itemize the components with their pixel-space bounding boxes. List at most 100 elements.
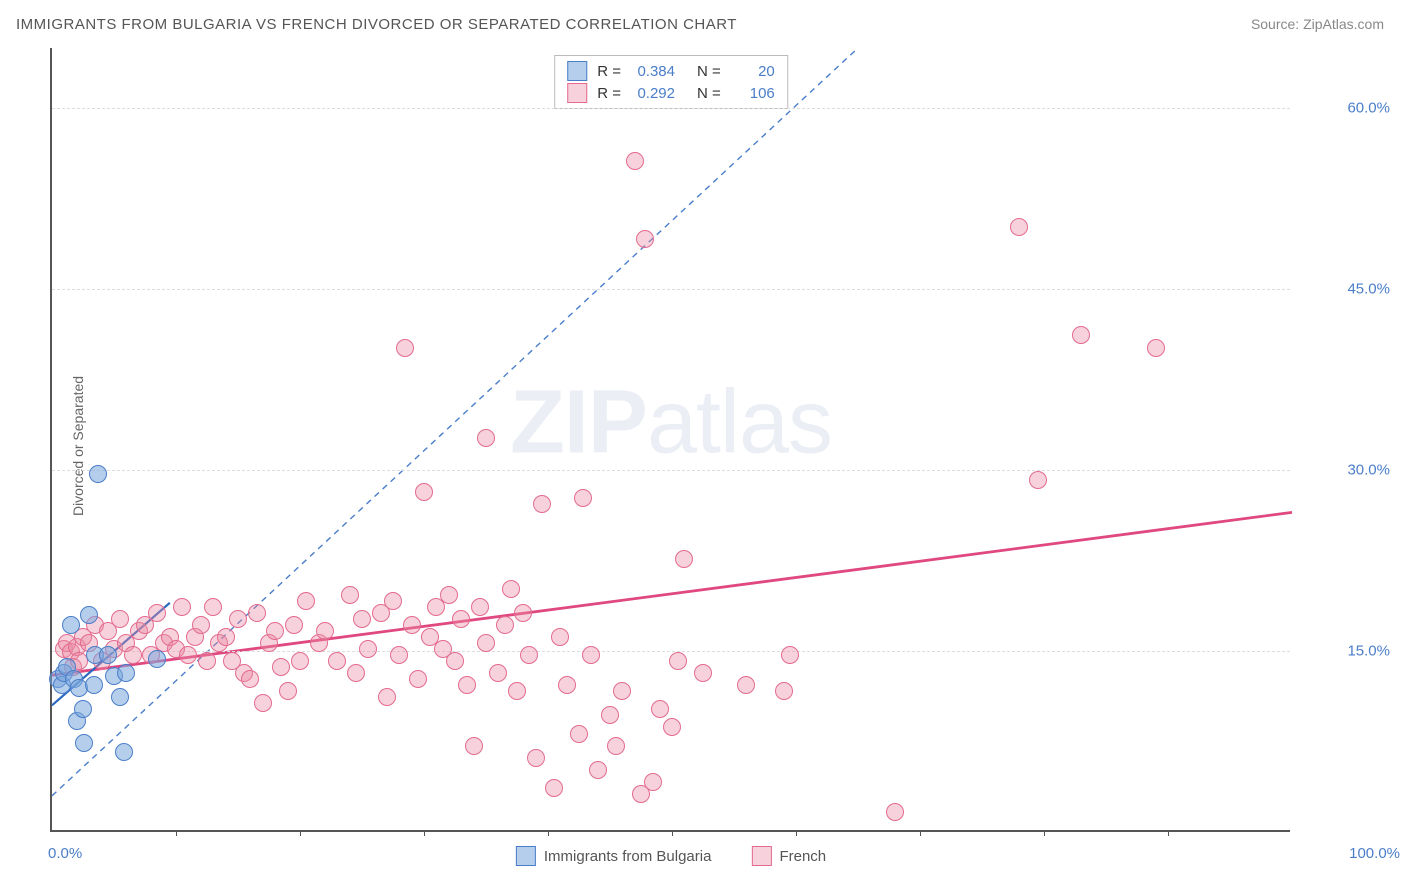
legend-r-value: 0.384 [631,63,675,80]
scatter-point [378,688,396,706]
x-tick-mark [1044,830,1045,836]
x-tick-label: 100.0% [1300,845,1400,862]
scatter-point [75,734,93,752]
scatter-point [384,592,402,610]
scatter-point [651,700,669,718]
scatter-point [458,676,476,694]
scatter-point [675,550,693,568]
scatter-point [508,682,526,700]
scatter-point [173,598,191,616]
legend-n-label: N = [697,85,721,102]
scatter-point [89,465,107,483]
scatter-point [1147,339,1165,357]
scatter-point [217,628,235,646]
gridline [52,651,1290,652]
legend-swatch [751,846,771,866]
legend-swatch [567,61,587,81]
scatter-point [341,586,359,604]
scatter-point [440,586,458,604]
scatter-point [403,616,421,634]
y-tick-label: 60.0% [1300,100,1390,117]
scatter-point [192,616,210,634]
scatter-point [545,779,563,797]
gridline [52,470,1290,471]
scatter-point [285,616,303,634]
x-tick-mark [796,830,797,836]
gridline [52,108,1290,109]
source-label: Source: [1251,16,1299,32]
scatter-point [551,628,569,646]
scatter-point [117,664,135,682]
x-tick-label: 0.0% [48,845,82,862]
x-tick-mark [672,830,673,836]
scatter-point [886,803,904,821]
scatter-point [514,604,532,622]
legend-swatch [567,83,587,103]
scatter-point [272,658,290,676]
scatter-point [198,652,216,670]
scatter-point [148,604,166,622]
x-tick-mark [548,830,549,836]
scatter-point [1029,471,1047,489]
x-tick-mark [424,830,425,836]
source-attribution: Source: ZipAtlas.com [1251,16,1384,32]
scatter-point [502,580,520,598]
legend-n-value: 20 [731,63,775,80]
correlation-legend: R =0.384N =20R =0.292N =106 [554,55,788,109]
scatter-point [62,616,80,634]
scatter-point [613,682,631,700]
legend-item: Immigrants from Bulgaria [516,846,712,866]
scatter-point [179,646,197,664]
scatter-point [80,606,98,624]
scatter-point [477,634,495,652]
scatter-point [636,230,654,248]
scatter-point [465,737,483,755]
scatter-point [471,598,489,616]
chart-title: IMMIGRANTS FROM BULGARIA VS FRENCH DIVOR… [16,16,737,33]
scatter-point [111,610,129,628]
y-tick-label: 45.0% [1300,281,1390,298]
legend-row: R =0.292N =106 [567,82,775,104]
scatter-point [390,646,408,664]
scatter-point [737,676,755,694]
scatter-point [607,737,625,755]
scatter-point [452,610,470,628]
scatter-point [1010,218,1028,236]
scatter-point [241,670,259,688]
scatter-plot: ZIPatlas R =0.384N =20R =0.292N =106 Imm… [50,48,1290,832]
scatter-point [115,743,133,761]
watermark-zip: ZIP [510,373,647,473]
watermark: ZIPatlas [510,372,832,475]
scatter-point [291,652,309,670]
gridline [52,289,1290,290]
scatter-point [574,489,592,507]
trend-lines-layer [52,48,1290,830]
scatter-point [669,652,687,670]
scatter-point [248,604,266,622]
scatter-point [781,646,799,664]
scatter-point [644,773,662,791]
scatter-point [533,495,551,513]
scatter-point [582,646,600,664]
legend-row: R =0.384N =20 [567,60,775,82]
scatter-point [496,616,514,634]
x-tick-mark [1168,830,1169,836]
scatter-point [328,652,346,670]
scatter-point [589,761,607,779]
legend-r-label: R = [597,63,621,80]
scatter-point [279,682,297,700]
scatter-point [415,483,433,501]
scatter-point [489,664,507,682]
legend-r-value: 0.292 [631,85,675,102]
scatter-point [601,706,619,724]
y-tick-label: 15.0% [1300,643,1390,660]
scatter-point [74,700,92,718]
scatter-point [570,725,588,743]
scatter-point [229,610,247,628]
legend-item: French [751,846,826,866]
series-legend: Immigrants from Bulgaria French [516,846,826,866]
scatter-point [99,646,117,664]
scatter-point [558,676,576,694]
scatter-point [266,622,284,640]
scatter-point [359,640,377,658]
